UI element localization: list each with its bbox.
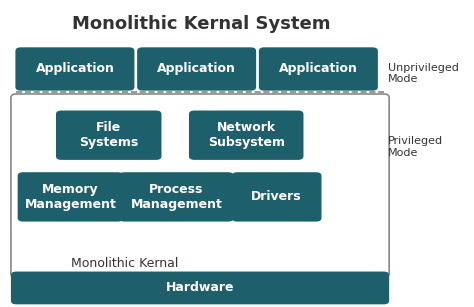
FancyBboxPatch shape bbox=[259, 47, 378, 91]
Text: Memory
Management: Memory Management bbox=[25, 183, 116, 211]
Text: Monolithic Kernal System: Monolithic Kernal System bbox=[72, 15, 330, 33]
FancyBboxPatch shape bbox=[137, 47, 256, 91]
Text: Unprivileged
Mode: Unprivileged Mode bbox=[388, 63, 459, 84]
Text: Application: Application bbox=[157, 63, 236, 76]
FancyBboxPatch shape bbox=[11, 272, 389, 304]
FancyBboxPatch shape bbox=[232, 172, 321, 222]
Text: File
Systems: File Systems bbox=[79, 121, 138, 149]
Text: Hardware: Hardware bbox=[166, 282, 234, 294]
Text: Network
Subsystem: Network Subsystem bbox=[208, 121, 285, 149]
FancyBboxPatch shape bbox=[11, 94, 389, 277]
FancyBboxPatch shape bbox=[189, 111, 303, 160]
Text: Application: Application bbox=[36, 63, 114, 76]
Text: Application: Application bbox=[279, 63, 358, 76]
Text: Process
Management: Process Management bbox=[130, 183, 222, 211]
FancyBboxPatch shape bbox=[18, 172, 123, 222]
Text: Privileged
Mode: Privileged Mode bbox=[388, 136, 443, 158]
FancyBboxPatch shape bbox=[15, 47, 135, 91]
FancyBboxPatch shape bbox=[119, 172, 234, 222]
Text: Monolithic Kernal: Monolithic Kernal bbox=[71, 257, 178, 270]
Text: Drivers: Drivers bbox=[251, 190, 302, 204]
FancyBboxPatch shape bbox=[56, 111, 162, 160]
